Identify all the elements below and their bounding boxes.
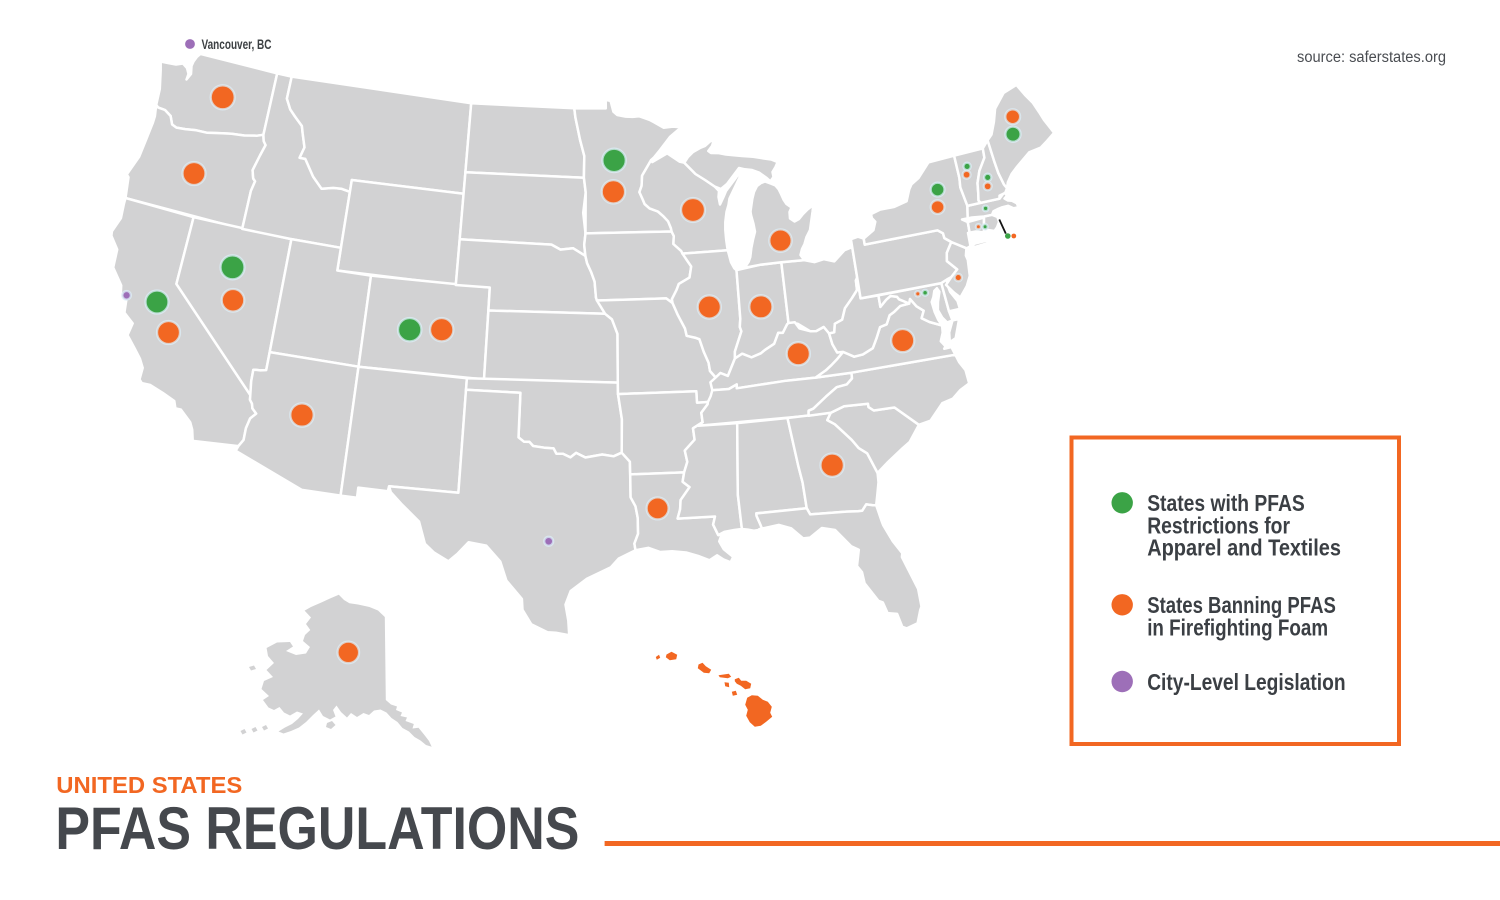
svg-text:Vancouver, BC: Vancouver, BC: [202, 37, 272, 52]
svg-text:source: saferstates.org: source: saferstates.org: [1297, 49, 1446, 66]
svg-text:PFAS REGULATIONS: PFAS REGULATIONS: [55, 795, 579, 862]
svg-text:City-Level Legislation: City-Level Legislation: [1147, 669, 1345, 695]
svg-text:in Firefighting Foam: in Firefighting Foam: [1147, 614, 1328, 640]
svg-text:UNITED STATES: UNITED STATES: [56, 772, 242, 798]
svg-text:Restrictions for: Restrictions for: [1147, 512, 1290, 538]
svg-text:States with PFAS: States with PFAS: [1147, 490, 1305, 516]
svg-text:States Banning PFAS: States Banning PFAS: [1147, 592, 1336, 618]
svg-text:Apparel and Textiles: Apparel and Textiles: [1147, 535, 1341, 561]
